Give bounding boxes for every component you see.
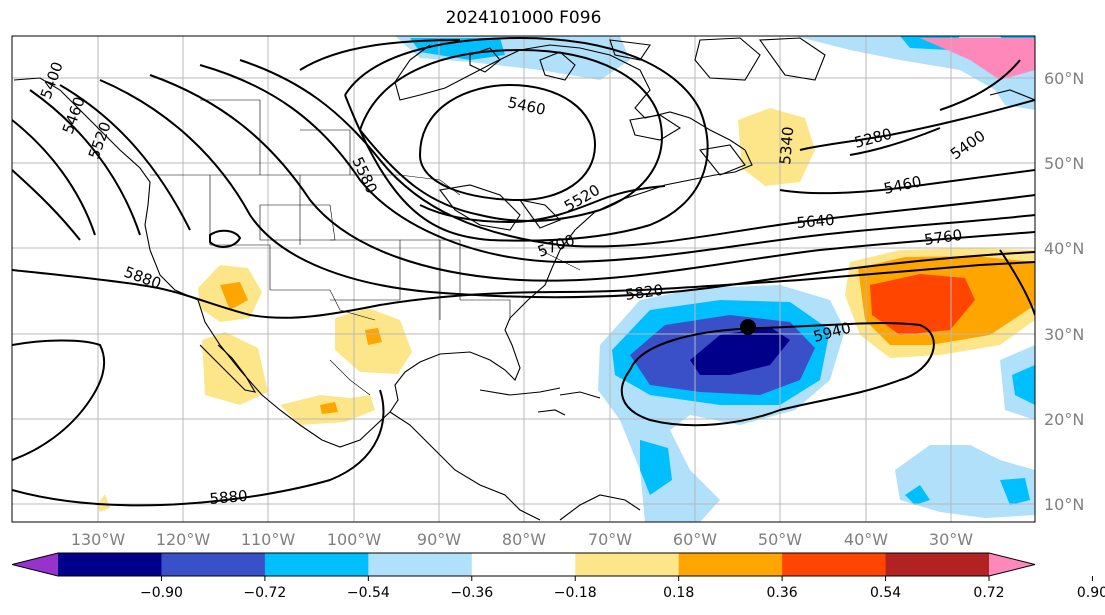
colorbar-extend-low [12,553,58,576]
political-borders [150,99,581,396]
colorbar-tick-label: −0.36 [450,585,493,601]
lon-label: 50°W [758,530,802,549]
longitude-labels: 130°W 120°W 110°W 100°W 90°W 80°W 70°W 6… [71,530,973,549]
colorbar: −0.90 −0.72 −0.54 −0.36 −0.18 0.18 0.36 0.54 0.7… [11,552,1105,601]
colorbar-extend-high [989,553,1035,576]
colorbar-tick-label: 0.54 [870,585,901,601]
colorbar-outline [11,552,1036,577]
lon-label: 70°W [588,530,632,549]
colorbar-ticks: −0.90 −0.72 −0.54 −0.36 −0.18 0.18 0.36 0.54 0.7… [140,576,1105,601]
lat-label: 50°N [1044,154,1084,173]
contour-label: 5640 [796,211,836,232]
lon-label: 90°W [417,530,461,549]
map-title: 2024101000 F096 [445,8,602,28]
colorbar-tick-label: 0.36 [767,585,798,601]
colorbar-tick-label: −0.54 [347,585,390,601]
lon-label: 110°W [241,530,296,549]
colorbar-segment [782,553,887,576]
colorbar-tick-label: 0.72 [973,585,1004,601]
colorbar-segment [264,553,369,576]
lat-label: 30°N [1044,325,1084,344]
lat-label: 40°N [1044,239,1084,258]
colorbar-tick-label: −0.18 [554,585,597,601]
lon-label: 30°W [929,530,973,549]
lon-label: 60°W [673,530,717,549]
contour-label: 5340 [776,126,797,166]
height-contours [12,36,1035,507]
colorbar-tick-label: 0.18 [663,585,694,601]
colorbar-segment [885,553,990,576]
colorbar-segment [678,553,783,576]
map-frame [11,35,1036,523]
lon-label: 100°W [327,530,382,549]
lon-label: 120°W [156,530,211,549]
lat-label: 10°N [1044,495,1084,514]
latitude-labels: 60°N 50°N 40°N 30°N 20°N 10°N [1044,69,1084,514]
lat-label: 20°N [1044,410,1084,429]
contour-label: 5820 [624,281,664,304]
colorbar-segment [368,553,473,576]
colorbar-tick-label: −0.90 [140,585,183,601]
black-dot-marker [740,319,756,335]
contour-label: 5880 [209,487,249,508]
contour-label: 5760 [923,226,963,249]
colorbar-segment [161,553,266,576]
lon-label: 130°W [71,530,126,549]
colorbar-segment [58,553,162,576]
colorbar-tick-label: 0.90 [1077,585,1105,601]
colorbar-segment [575,553,680,576]
lat-label: 60°N [1044,69,1084,88]
lon-label: 80°W [502,530,546,549]
colorbar-tick-label: −0.72 [243,585,286,601]
colorbar-segment [471,553,576,576]
colorbar-segments [11,552,1036,577]
map-field: 5460 5340 5280 5400 5580 5520 5460 5640 … [12,36,1035,522]
lon-label: 40°W [844,530,888,549]
